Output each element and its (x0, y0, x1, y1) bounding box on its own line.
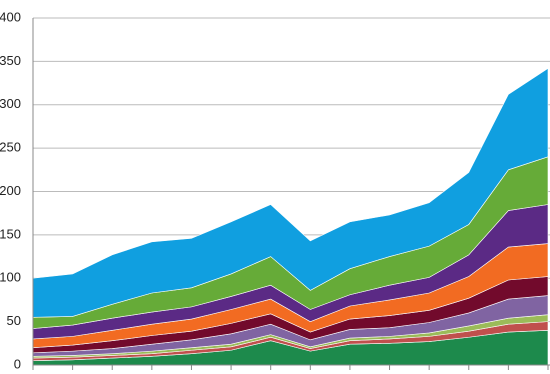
y-tick-label: 150 (0, 226, 21, 241)
area (32, 67, 549, 318)
y-tick-label: 400 (0, 9, 21, 24)
y-tick-label: 100 (0, 270, 21, 285)
y-tick-label: 200 (0, 183, 21, 198)
y-tick-label: 300 (0, 96, 21, 111)
y-tick-label: 50 (7, 313, 21, 328)
y-tick-label: 0 (14, 356, 21, 371)
y-tick-label: 250 (0, 140, 21, 155)
y-tick-label: 350 (0, 53, 21, 68)
